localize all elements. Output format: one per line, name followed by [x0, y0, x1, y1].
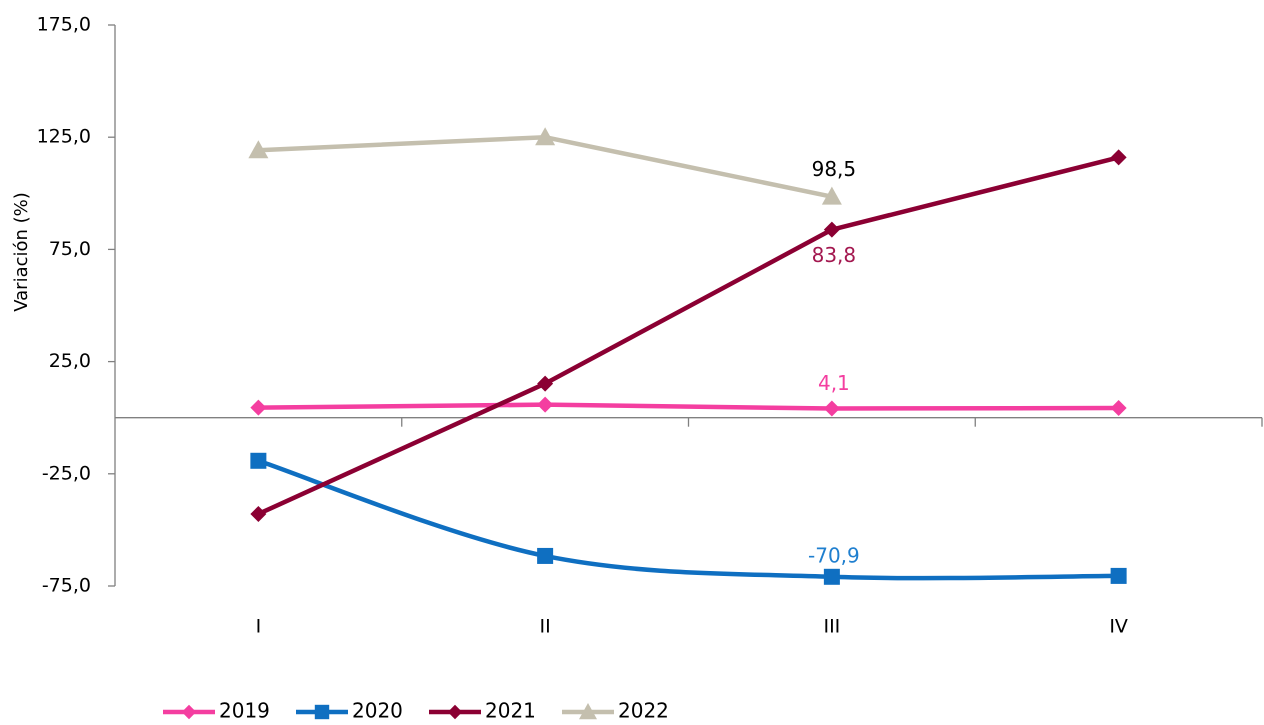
legend-marker — [579, 703, 597, 720]
legend-label: 2020 — [352, 699, 403, 723]
x-tick-label: IV — [1109, 616, 1128, 638]
point — [823, 568, 840, 585]
point — [1110, 149, 1127, 166]
point — [250, 399, 267, 416]
legend-marker — [314, 704, 330, 720]
point — [537, 396, 554, 413]
point — [1110, 400, 1127, 417]
x-tick-label: II — [540, 616, 551, 638]
y-tick-label: 25,0 — [49, 350, 91, 372]
data-label: 4,1 — [818, 371, 850, 395]
series-line — [257, 458, 1119, 581]
point — [821, 186, 842, 205]
point — [823, 221, 840, 238]
point — [537, 547, 554, 564]
point — [823, 400, 840, 417]
legend-label: 2022 — [618, 699, 669, 723]
x-tick-label: I — [256, 616, 262, 638]
data-label: -70,9 — [808, 543, 860, 567]
series-line — [257, 155, 1120, 517]
y-axis-label: Variación (%) — [11, 192, 32, 312]
legend-marker — [447, 704, 463, 720]
data-label: 83,8 — [812, 243, 857, 267]
point — [250, 505, 267, 522]
y-tick-label: -25,0 — [42, 462, 91, 484]
series-line — [258, 134, 833, 199]
point — [535, 127, 556, 146]
y-tick-label: 125,0 — [37, 126, 91, 148]
legend-label: 2021 — [485, 699, 536, 723]
data-label: 98,5 — [812, 157, 857, 181]
legend-marker — [181, 704, 197, 720]
y-tick-label: 175,0 — [37, 14, 91, 36]
point — [1110, 567, 1127, 584]
point — [250, 452, 267, 469]
x-tick-label: III — [823, 616, 840, 638]
point — [537, 375, 554, 392]
legend-label: 2019 — [219, 699, 270, 723]
y-tick-label: 75,0 — [49, 238, 91, 260]
series-line — [258, 402, 1119, 411]
y-tick-label: -75,0 — [42, 575, 91, 597]
point — [248, 140, 269, 159]
